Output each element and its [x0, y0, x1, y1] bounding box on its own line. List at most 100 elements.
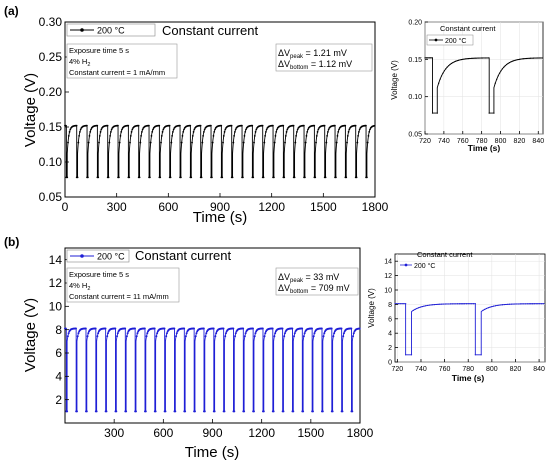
data-point: [105, 410, 108, 413]
data-point: [315, 135, 318, 137]
y-tick-label: 0.05: [39, 190, 63, 204]
data-point: [203, 130, 205, 133]
data-point: [283, 335, 286, 338]
data-point: [419, 306, 421, 308]
data-point: [85, 124, 88, 127]
data-point: [231, 176, 234, 179]
data-point: [451, 303, 453, 305]
data-point: [346, 141, 348, 144]
data-point: [66, 410, 69, 413]
data-point: [98, 141, 100, 144]
data-point: [191, 141, 193, 144]
data-point: [252, 176, 255, 179]
y-tick-label: 12: [384, 273, 392, 280]
y-tick-label: 0.20: [39, 85, 63, 99]
data-point: [168, 124, 171, 127]
data-point: [262, 176, 265, 179]
data-point: [498, 304, 500, 306]
data-point: [285, 130, 288, 133]
data-point: [526, 303, 528, 305]
x-tick-label: 760: [439, 366, 451, 373]
data-point: [540, 303, 543, 305]
data-point: [184, 335, 187, 338]
data-point: [307, 128, 309, 131]
data-point: [477, 57, 479, 59]
y-tick-label: 0.25: [39, 50, 63, 64]
data-point: [120, 130, 123, 133]
data-point: [541, 57, 543, 59]
data-point: [87, 176, 89, 179]
data-point: [68, 130, 71, 133]
data-point: [515, 59, 518, 61]
y-tick-label: 2: [388, 345, 392, 352]
data-point: [264, 135, 267, 137]
data-point: [109, 135, 112, 137]
data-point: [457, 59, 460, 61]
data-point: [74, 327, 77, 330]
data-point: [453, 303, 455, 305]
data-point: [496, 78, 498, 80]
data-point: [433, 303, 436, 306]
data-point: [213, 130, 216, 133]
data-point: [443, 70, 445, 72]
data-point: [479, 57, 481, 59]
data-point: [141, 130, 143, 133]
data-point: [94, 327, 97, 330]
data-point: [164, 410, 167, 413]
data-point: [493, 112, 495, 114]
data-point: [518, 58, 521, 60]
data-point: [283, 332, 286, 335]
data-point: [156, 332, 159, 335]
data-point: [469, 303, 471, 305]
data-point: [464, 58, 467, 60]
data-point: [224, 332, 227, 335]
data-point: [517, 303, 520, 305]
data-point: [485, 307, 488, 310]
data-point: [193, 410, 196, 413]
data-point: [510, 303, 512, 305]
data-point: [224, 128, 227, 131]
annotation-gas: 4% H2: [69, 281, 90, 292]
y-tick-label: 14: [49, 253, 63, 267]
data-point: [301, 327, 304, 330]
data-point: [302, 335, 305, 338]
x-tick-label: 780: [462, 366, 474, 373]
data-point: [517, 59, 519, 61]
y-tick-label: 6: [55, 346, 62, 360]
data-point: [273, 141, 276, 144]
data-point: [224, 335, 227, 338]
data-point: [242, 327, 245, 330]
data-point: [175, 335, 178, 338]
data-point: [119, 135, 122, 137]
data-point: [325, 141, 328, 144]
y-tick-label: 0.10: [408, 94, 422, 101]
data-point: [75, 410, 78, 413]
data-point: [484, 308, 486, 310]
data-point: [458, 303, 460, 305]
data-point: [306, 130, 309, 133]
data-point: [253, 135, 256, 137]
data-point: [116, 335, 119, 338]
data-point: [352, 335, 355, 338]
data-point: [322, 335, 325, 338]
data-point: [261, 124, 264, 127]
data-point: [436, 112, 438, 114]
data-point: [200, 176, 203, 179]
data-point: [456, 60, 458, 62]
data-point: [125, 335, 128, 338]
data-point: [516, 303, 518, 305]
data-point: [293, 176, 296, 179]
data-point: [416, 307, 418, 310]
data-point: [535, 303, 537, 305]
data-point: [504, 65, 506, 67]
data-point: [421, 305, 423, 308]
data-point: [397, 303, 400, 305]
data-point: [304, 176, 306, 179]
delta-box: [275, 43, 373, 72]
data-point: [251, 124, 254, 127]
data-point: [234, 335, 237, 338]
data-point: [501, 68, 504, 70]
data-point: [214, 128, 216, 131]
data-point: [221, 176, 224, 179]
data-point: [184, 410, 187, 413]
